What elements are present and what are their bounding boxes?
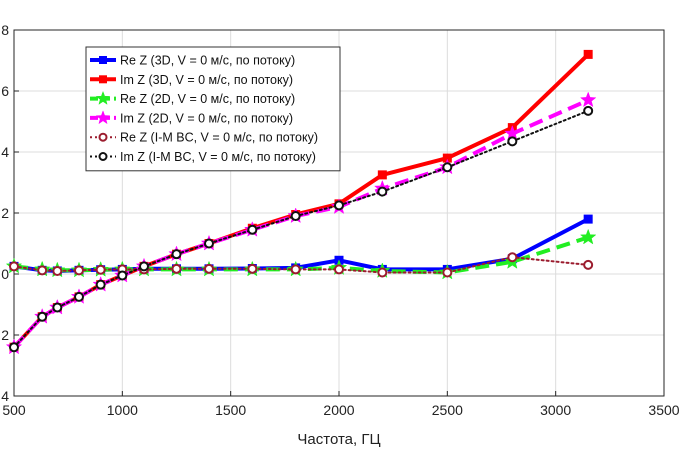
y-tick-label: 0	[1, 266, 9, 282]
y-tick-label: 4	[1, 144, 9, 160]
legend-item: Re Z (3D, V = 0 м/с, по потоку)	[90, 54, 295, 68]
series-line	[13, 256, 590, 274]
data-point	[442, 267, 453, 278]
series-line	[13, 109, 590, 349]
legend-label: Re Z (I-M BC, V = 0 м/с, по потоку)	[120, 131, 318, 145]
legend-label: Im Z (3D, V = 0 м/с, по потоку)	[120, 73, 293, 87]
series-6	[9, 105, 594, 353]
data-point	[377, 186, 388, 197]
data-point	[204, 238, 214, 249]
data-point	[171, 249, 182, 260]
x-tick-label: 3500	[648, 402, 679, 418]
data-point	[139, 261, 149, 272]
legend-swatch-marker	[99, 75, 107, 84]
legend-label: Re Z (2D, V = 0 м/с, по потоку)	[120, 92, 295, 106]
data-point	[95, 279, 106, 290]
y-tick-label: 6	[1, 83, 9, 99]
series-group	[5, 49, 597, 355]
data-point	[9, 261, 19, 272]
data-point	[583, 49, 593, 59]
data-point	[290, 211, 301, 222]
legend-item: Im Z (I-M BC, V = 0 м/с, по потоку)	[90, 150, 316, 164]
data-point	[579, 228, 597, 245]
data-point	[507, 136, 518, 147]
data-point	[204, 263, 214, 274]
data-point	[9, 342, 19, 353]
legend-item: Re Z (I-M BC, V = 0 м/с, по потоку)	[90, 131, 318, 145]
data-point	[117, 270, 128, 281]
y-tick-label: 2	[1, 205, 9, 221]
series-1	[9, 214, 593, 276]
legend-swatch-marker	[95, 90, 111, 105]
data-point	[74, 265, 84, 276]
legend-box	[85, 46, 341, 172]
data-point	[583, 259, 594, 270]
legend-label: Im Z (2D, V = 0 м/с, по потоку)	[120, 111, 293, 125]
y-tick-label: 8	[1, 22, 9, 38]
data-point	[334, 200, 344, 211]
data-point	[377, 267, 388, 278]
data-point	[171, 263, 182, 274]
x-tick-label: 3000	[540, 402, 571, 418]
data-point	[290, 264, 301, 275]
data-point	[247, 224, 258, 235]
data-point	[52, 265, 63, 276]
x-tick-label: 2500	[432, 402, 463, 418]
data-point	[442, 162, 453, 173]
legend-swatch-marker	[99, 56, 107, 64]
y-axis-ticks: 4 2 0 2 4 6 8	[1, 22, 19, 404]
y-tick-label: 2	[1, 327, 9, 343]
x-axis-label: Частота, ГЦ	[297, 431, 380, 448]
legend-swatch-marker	[98, 132, 108, 142]
data-point	[37, 265, 48, 276]
x-tick-label: 1500	[215, 402, 246, 418]
x-tick-label: 2000	[323, 402, 354, 418]
legend: Re Z (3D, V = 0 м/с, по потоку) Im Z (3D,…	[85, 46, 341, 172]
legend-label: Re Z (3D, V = 0 м/с, по потоку)	[120, 54, 295, 68]
data-point	[37, 311, 48, 322]
legend-item: Im Z (2D, V = 0 м/с, по потоку)	[90, 110, 293, 125]
data-point	[583, 105, 594, 116]
x-tick-label: 1000	[107, 402, 138, 418]
legend-swatch-marker	[98, 152, 108, 161]
data-point	[334, 264, 344, 275]
data-point	[95, 264, 106, 275]
legend-item: Im Z (3D, V = 0 м/с, по потоку)	[90, 73, 293, 87]
x-tick-label: 500	[2, 402, 26, 418]
y-tick-label: 4	[1, 388, 9, 404]
data-point	[52, 302, 63, 313]
x-axis-ticks: 500 1000 1500 2000 2500 3000 3500	[2, 391, 680, 418]
data-point	[74, 291, 84, 302]
legend-item: Re Z (2D, V = 0 м/с, по потоку)	[90, 90, 295, 106]
legend-label: Im Z (I-M BC, V = 0 м/с, по потоку)	[120, 150, 316, 164]
data-point	[579, 91, 597, 108]
data-point	[583, 214, 593, 224]
data-point	[247, 263, 258, 274]
data-point	[377, 170, 387, 180]
legend-swatch-marker	[95, 110, 111, 125]
data-point	[507, 252, 518, 263]
